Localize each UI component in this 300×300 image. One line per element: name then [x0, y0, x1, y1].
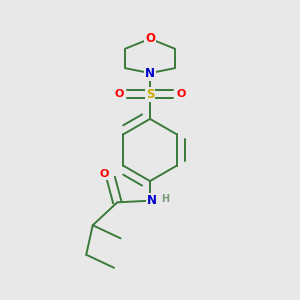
Text: O: O — [100, 169, 109, 179]
Text: O: O — [114, 89, 124, 99]
Text: O: O — [176, 89, 186, 99]
Text: N: N — [145, 67, 155, 80]
Text: S: S — [146, 88, 154, 101]
Text: O: O — [145, 32, 155, 45]
Text: N: N — [147, 194, 157, 207]
Text: H: H — [161, 194, 169, 204]
